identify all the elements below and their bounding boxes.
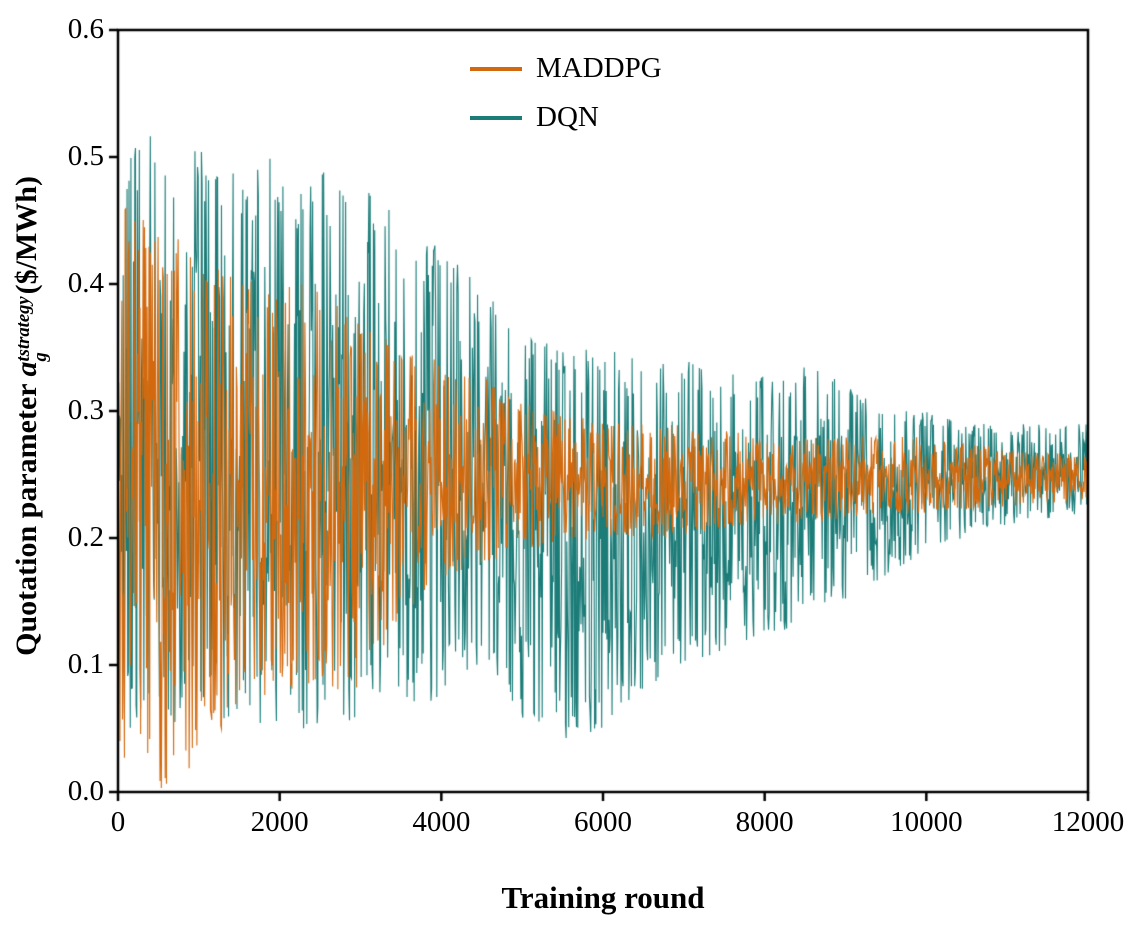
y-tick-label: 0.4 xyxy=(67,267,104,299)
y-tick-label: 0.5 xyxy=(67,140,104,172)
x-tick-label: 4000 xyxy=(412,806,471,838)
y-tick-label: 0.3 xyxy=(67,394,104,426)
x-tick-label: 6000 xyxy=(574,806,632,838)
y-tick-label: 0.1 xyxy=(67,648,104,680)
y-axis-subscript: g xyxy=(30,352,52,362)
x-tick-label: 10000 xyxy=(890,806,963,838)
legend-item-dqn: DQN xyxy=(470,101,662,134)
x-tick-label: 0 xyxy=(110,806,126,838)
legend-label-dqn: DQN xyxy=(536,101,599,133)
y-axis-title: Quotation parameter a tstrategy g ($/MWh) xyxy=(10,36,52,796)
y-axis-variable: a xyxy=(10,361,44,377)
y-axis-title-text: Quotation parameter xyxy=(10,376,44,656)
legend: MADDPG DQN xyxy=(470,52,662,134)
x-axis-title: Training round xyxy=(501,880,705,915)
legend-label-maddpg: MADDPG xyxy=(536,52,662,84)
y-tick-label: 0.2 xyxy=(67,521,104,553)
y-tick-label: 0.6 xyxy=(67,13,104,45)
legend-item-maddpg: MADDPG xyxy=(470,52,662,85)
x-tick-label: 8000 xyxy=(735,806,794,838)
x-tick-label: 12000 xyxy=(1051,806,1125,838)
y-tick-label: 0.0 xyxy=(67,775,104,807)
maddpg-line-swatch xyxy=(470,66,522,71)
x-tick-label: 2000 xyxy=(250,806,309,838)
y-axis-variable-scripts: tstrategy g xyxy=(13,296,52,362)
y-axis-units: ($/MWh) xyxy=(10,176,44,295)
dqn-line-swatch xyxy=(470,115,522,120)
